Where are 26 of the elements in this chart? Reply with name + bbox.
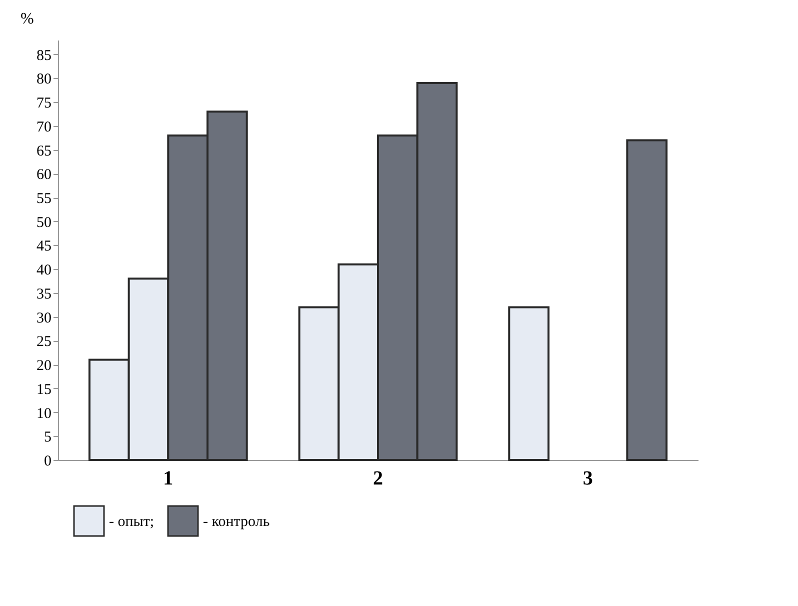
x-tick-label: 2 <box>373 468 383 490</box>
y-tick-label: 5 <box>44 430 52 446</box>
y-tick-label: 75 <box>36 96 52 112</box>
y-tick-label: 65 <box>36 143 52 160</box>
y-tick-label: 60 <box>36 167 52 184</box>
y-tick-label: 15 <box>36 382 52 398</box>
y-tick-label: 80 <box>36 72 52 88</box>
y-tick-label: 55 <box>36 191 52 207</box>
legend-label: - контроль <box>203 514 270 530</box>
y-tick-label: 30 <box>36 310 52 326</box>
y-tick-label: 0 <box>44 454 52 470</box>
y-tick-label: 35 <box>36 286 52 302</box>
y-tick-label: 40 <box>36 262 52 279</box>
y-axis-title: % <box>20 10 34 28</box>
y-tick-label: 85 <box>36 48 52 64</box>
y-tick-label: 25 <box>36 334 52 350</box>
x-tick-label: 1 <box>163 468 174 490</box>
y-tick-label: 45 <box>36 238 52 255</box>
bar <box>508 306 550 461</box>
y-tick-label: 70 <box>36 119 52 136</box>
x-tick-label: 3 <box>582 468 593 490</box>
y-tick-label: 50 <box>36 214 52 231</box>
y-tick-label: 20 <box>36 358 52 374</box>
y-tick-label: 10 <box>36 406 52 422</box>
bar <box>626 139 668 461</box>
legend-label: - опыт; <box>109 514 154 530</box>
